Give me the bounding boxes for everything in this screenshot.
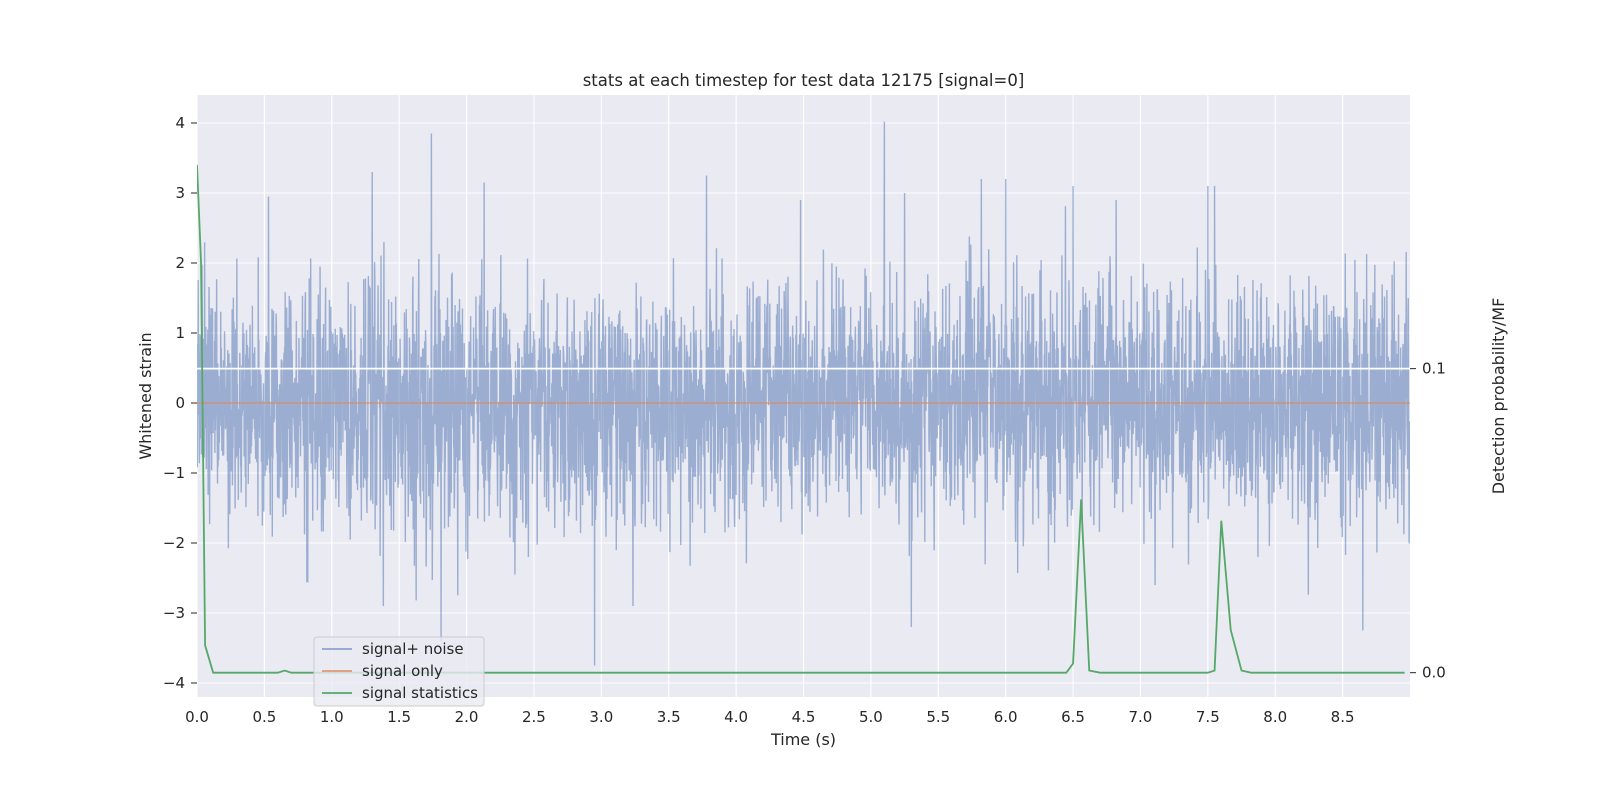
x-tick-label: 4.5 xyxy=(792,708,816,726)
y-tick-label: 2 xyxy=(175,254,185,272)
x-tick-label: 2.0 xyxy=(455,708,479,726)
legend-box xyxy=(313,636,485,707)
x-tick-label: 5.0 xyxy=(859,708,883,726)
y-tick-label: −3 xyxy=(163,604,185,622)
x-tick-label: 6.5 xyxy=(1061,708,1085,726)
chart-title: stats at each timestep for test data 121… xyxy=(583,71,1025,90)
legend-label-signal-statistics: signal statistics xyxy=(362,684,478,702)
y-tick-label: 4 xyxy=(175,114,185,132)
x-tick-label: 2.5 xyxy=(522,708,546,726)
y-tick-label: −2 xyxy=(163,534,185,552)
x-tick-label: 8.5 xyxy=(1331,708,1355,726)
series-line-signal-noise xyxy=(197,121,1410,666)
y2-axis-title: Detection probability/MF xyxy=(1489,298,1508,495)
series-line-signal-statistics xyxy=(197,164,1405,674)
y-tick-label: 3 xyxy=(175,184,185,202)
x-tick-label: 3.5 xyxy=(657,708,681,726)
plot-area xyxy=(197,121,1410,674)
y-axis-left: 4 3 2 1 0 −1 −2 −3 −4 xyxy=(163,114,197,692)
x-tick-label: 0.0 xyxy=(185,708,209,726)
x-tick-label: 7.0 xyxy=(1129,708,1153,726)
y-tick-label: 0 xyxy=(175,394,185,412)
x-tick-label: 5.5 xyxy=(926,708,950,726)
x-axis: 0.0 0.5 1.0 1.5 2.0 2.5 3.0 3.5 4.0 4.5 5.0 5.5 6.0 6… xyxy=(185,708,1354,726)
y2-tick-label: 0.0 xyxy=(1422,664,1446,682)
x-tick-label: 7.5 xyxy=(1196,708,1220,726)
x-tick-label: 3.0 xyxy=(589,708,613,726)
legend-label-signal-only: signal only xyxy=(362,662,443,680)
x-tick-label: 4.0 xyxy=(724,708,748,726)
x-axis-title: Time (s) xyxy=(770,730,836,749)
legend: signal+ noise signal only signal statist… xyxy=(313,636,485,707)
x-tick-label: 1.0 xyxy=(320,708,344,726)
legend-label-signal-noise: signal+ noise xyxy=(362,640,464,658)
y-tick-label: −1 xyxy=(163,464,185,482)
y2-tick-label: 0.1 xyxy=(1422,360,1446,378)
x-tick-label: 0.5 xyxy=(252,708,276,726)
x-tick-label: 6.0 xyxy=(994,708,1018,726)
y-tick-label: 1 xyxy=(175,324,185,342)
y-axis-right: 0.1 0.0 xyxy=(1410,360,1446,682)
x-tick-label: 1.5 xyxy=(387,708,411,726)
x-tick-label: 8.0 xyxy=(1263,708,1287,726)
y-tick-label: −4 xyxy=(163,674,185,692)
y-axis-title: Whitened strain xyxy=(136,332,155,459)
